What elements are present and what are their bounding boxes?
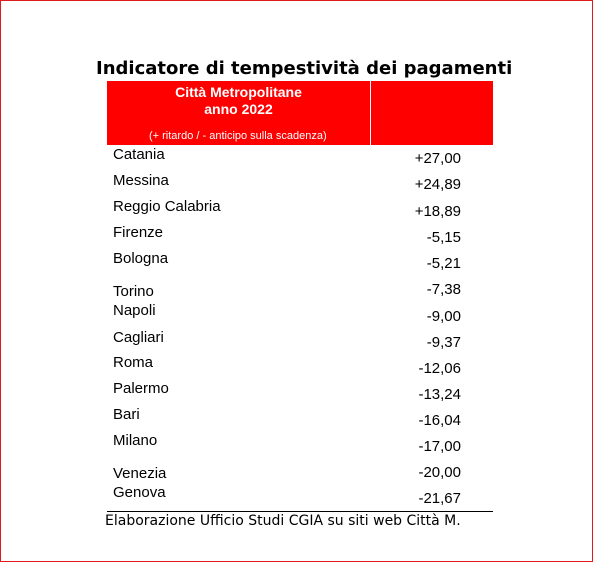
city-name: Roma: [113, 354, 154, 371]
table-row: Palermo -13,24: [0, 380, 593, 403]
table-row: Torino -7,38: [0, 281, 593, 303]
source-note: Elaborazione Ufficio Studi CGIA su siti …: [105, 513, 461, 529]
city-value: +18,89: [414, 203, 461, 220]
table-row: Bologna -5,21: [0, 250, 593, 272]
city-value: -20,00: [418, 464, 461, 481]
city-name: Napoli: [113, 302, 156, 319]
city-value: -12,06: [418, 360, 461, 377]
table-row: Milano -17,00: [0, 432, 593, 455]
city-name: Genova: [113, 484, 166, 501]
table-row: Messina +24,89: [0, 172, 593, 193]
table-header: Città Metropolitane anno 2022 (+ ritardo…: [107, 81, 493, 145]
city-name: Messina: [113, 172, 169, 189]
footer-divider: [107, 511, 493, 512]
city-value: +27,00: [414, 150, 461, 167]
city-name: Bologna: [113, 250, 169, 267]
table-row: Reggio Calabria +18,89: [0, 198, 593, 220]
table-row: Cagliari -9,37: [0, 329, 593, 351]
city-value: +24,89: [414, 176, 461, 193]
city-name: Bari: [113, 406, 140, 423]
city-name: Venezia: [113, 465, 167, 482]
table-row: Firenze -5,15: [0, 224, 593, 246]
city-name: Palermo: [113, 380, 169, 397]
city-value: -13,24: [418, 386, 461, 403]
table-row: Venezia -20,00: [0, 464, 593, 485]
city-name: Torino: [113, 283, 154, 300]
city-value: -7,38: [426, 281, 461, 298]
header-divider: [370, 81, 371, 145]
table-row: Genova -21,67: [0, 484, 593, 507]
city-value: -9,37: [426, 334, 461, 351]
table-row: Bari -16,04: [0, 406, 593, 429]
header-line-1: Città Metropolitane: [175, 84, 302, 100]
city-value: -21,67: [418, 490, 461, 507]
table-title: Indicatore di tempestività dei pagamenti: [96, 58, 513, 79]
table-row: Napoli -9,00: [0, 302, 593, 325]
city-value: -16,04: [418, 412, 461, 429]
city-name: Catania: [113, 146, 165, 163]
city-name: Reggio Calabria: [113, 198, 221, 215]
city-value: -5,21: [426, 255, 461, 272]
header-note: (+ ritardo / - anticipo sulla scadenza): [149, 130, 327, 142]
table-row: Roma -12,06: [0, 354, 593, 377]
city-name: Cagliari: [113, 329, 164, 346]
header-line-2: anno 2022: [204, 101, 273, 117]
city-name: Firenze: [113, 224, 164, 241]
city-value: -9,00: [426, 308, 461, 325]
city-value: -17,00: [418, 438, 461, 455]
city-name: Milano: [113, 432, 158, 449]
city-value: -5,15: [426, 229, 461, 246]
table-row: Catania +27,00: [0, 146, 593, 167]
